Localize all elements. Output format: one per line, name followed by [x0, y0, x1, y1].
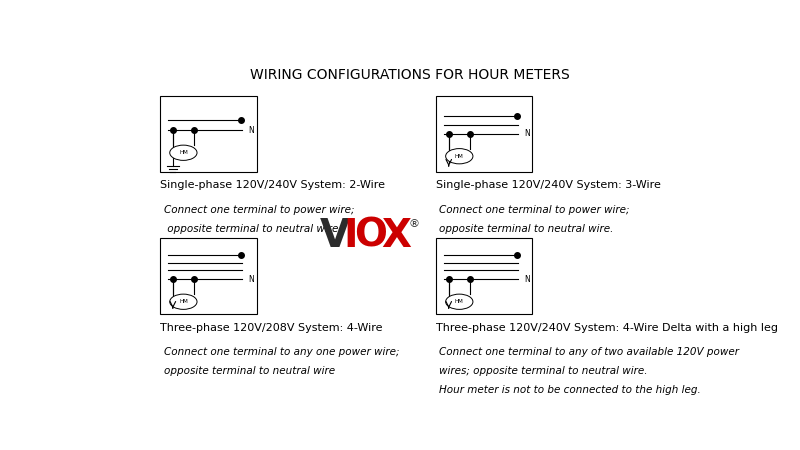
Text: Hour meter is not to be connected to the high leg.: Hour meter is not to be connected to the…	[439, 385, 701, 395]
Text: opposite terminal to neutral wire.: opposite terminal to neutral wire.	[439, 224, 614, 234]
Text: Three-phase 120V/240V System: 4-Wire Delta with a high leg: Three-phase 120V/240V System: 4-Wire Del…	[436, 323, 778, 333]
Bar	[161, 95, 257, 172]
Text: Connect one terminal to power wire;: Connect one terminal to power wire;	[439, 205, 630, 215]
Bar	[436, 238, 533, 314]
Text: N: N	[524, 274, 530, 284]
Text: wires; opposite terminal to neutral wire.: wires; opposite terminal to neutral wire…	[439, 366, 648, 376]
Text: Single-phase 120V/240V System: 3-Wire: Single-phase 120V/240V System: 3-Wire	[436, 180, 662, 190]
Text: HM: HM	[179, 150, 188, 155]
Circle shape	[446, 148, 473, 164]
Text: O: O	[354, 217, 387, 255]
Text: N: N	[249, 126, 254, 135]
Text: Connect one terminal to any one power wire;: Connect one terminal to any one power wi…	[163, 347, 399, 357]
Text: Single-phase 120V/240V System: 2-Wire: Single-phase 120V/240V System: 2-Wire	[161, 180, 386, 190]
Text: ®: ®	[409, 219, 420, 229]
Bar	[161, 238, 257, 314]
Text: WIRING CONFIGURATIONS FOR HOUR METERS: WIRING CONFIGURATIONS FOR HOUR METERS	[250, 68, 570, 82]
Text: Connect one terminal to any of two available 120V power: Connect one terminal to any of two avail…	[439, 347, 739, 357]
Circle shape	[446, 294, 473, 309]
Circle shape	[170, 145, 197, 160]
Text: Connect one terminal to power wire;: Connect one terminal to power wire;	[163, 205, 354, 215]
Text: N: N	[249, 274, 254, 284]
Text: HM: HM	[455, 154, 464, 159]
Text: Three-phase 120V/208V System: 4-Wire: Three-phase 120V/208V System: 4-Wire	[161, 323, 383, 333]
Text: I: I	[344, 217, 358, 255]
Text: V: V	[320, 217, 350, 255]
Text: opposite terminal to neutral wire.: opposite terminal to neutral wire.	[163, 224, 341, 234]
Text: HM: HM	[455, 299, 464, 304]
Text: opposite terminal to neutral wire: opposite terminal to neutral wire	[163, 366, 334, 376]
Text: N: N	[524, 129, 530, 138]
Text: HM: HM	[179, 299, 188, 304]
Circle shape	[170, 294, 197, 309]
Text: X: X	[381, 217, 411, 255]
Bar	[436, 95, 533, 172]
